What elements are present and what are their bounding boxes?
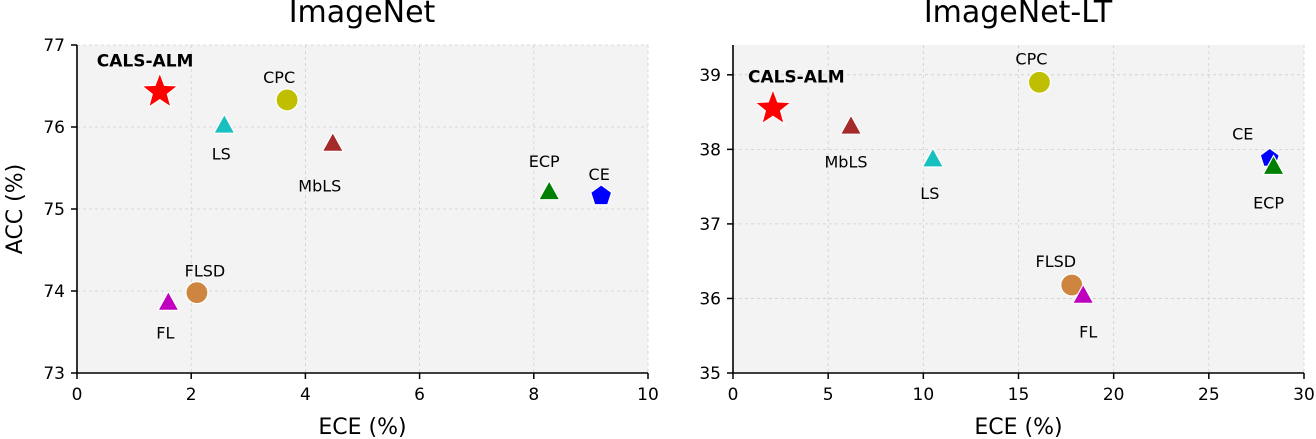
x-tick-label: 5	[823, 385, 834, 405]
point-ecp-triangle-marker	[1262, 154, 1286, 176]
y-tick-label: 36	[699, 289, 721, 309]
point-label-mbls: MbLS	[824, 152, 867, 171]
x-tick-label: 25	[1198, 385, 1220, 405]
point-cals-alm-star-marker	[140, 71, 180, 109]
point-label-flsd: FLSD	[1035, 252, 1076, 271]
y-tick-label: 75	[43, 200, 65, 220]
point-cpc-circle-marker	[275, 88, 299, 112]
point-ecp-triangle-marker	[537, 179, 561, 201]
point-ce-pentagon-marker	[590, 184, 613, 206]
x-tick-label: 30	[1293, 385, 1315, 405]
y-axis-label: ACC (%)	[3, 164, 28, 254]
y-tick-label: 77	[43, 36, 65, 56]
y-tick-label: 35	[699, 364, 721, 384]
point-label-fl: FL	[156, 323, 174, 342]
y-tick-label: 74	[43, 282, 65, 302]
point-label-cals-alm: CALS-ALM	[748, 67, 845, 87]
point-flsd-circle-marker	[185, 281, 209, 305]
x-tick-label: 10	[637, 385, 659, 405]
imagenet-panel: 0 2 4 6 8 10 73 74 75 76 77 ImageNet ECE (%) ACC (%) C…	[3, 0, 659, 439]
point-label-ls: LS	[212, 144, 231, 163]
y-tick-label: 76	[43, 118, 65, 138]
point-fl-triangle-marker	[156, 290, 180, 311]
x-tick-label: 8	[528, 385, 539, 405]
chart-title: ImageNet	[289, 0, 436, 30]
y-tick-label: 73	[43, 364, 65, 384]
x-tick-label: 0	[728, 385, 739, 405]
point-label-ecp: ECP	[1253, 194, 1284, 213]
point-ls-triangle-marker	[212, 113, 236, 134]
point-label-cpc: CPC	[263, 68, 295, 87]
x-tick-label: 0	[72, 385, 83, 405]
point-fl-triangle-marker	[1071, 283, 1095, 304]
point-cals-alm-star-marker	[753, 87, 793, 126]
y-tick-label: 38	[699, 140, 721, 160]
y-tick-label: 39	[699, 66, 721, 86]
chart-title: ImageNet-LT	[924, 0, 1113, 30]
point-mbls-triangle-marker	[839, 114, 863, 135]
x-tick-label: 10	[913, 385, 935, 405]
x-tick-label: 6	[414, 385, 425, 405]
point-label-ce: CE	[589, 165, 610, 184]
point-label-ecp: ECP	[529, 152, 560, 171]
point-label-cals-alm: CALS-ALM	[97, 52, 194, 72]
point-cpc-circle-marker	[1027, 70, 1052, 94]
point-label-fl: FL	[1079, 322, 1097, 341]
point-mbls-triangle-marker	[321, 131, 345, 152]
imagenet-lt-panel: 0 5 10 15 20 25 30 35 36 37 38 39 ImageNet-LT ECE (%)…	[699, 0, 1314, 439]
x-tick-label: 2	[186, 385, 197, 405]
x-tick-label: 4	[300, 385, 311, 405]
point-label-cpc: CPC	[1015, 49, 1047, 68]
point-label-flsd: FLSD	[185, 262, 226, 281]
x-tick-label: 20	[1103, 385, 1125, 405]
point-label-ls: LS	[920, 184, 939, 203]
point-label-ce: CE	[1232, 124, 1253, 143]
point-label-mbls: MbLS	[298, 176, 341, 195]
x-axis-label: ECE (%)	[318, 415, 406, 439]
x-axis-label: ECE (%)	[974, 415, 1062, 439]
y-tick-label: 37	[699, 215, 721, 235]
x-tick-label: 15	[1008, 385, 1030, 405]
point-ls-triangle-marker	[921, 146, 945, 168]
